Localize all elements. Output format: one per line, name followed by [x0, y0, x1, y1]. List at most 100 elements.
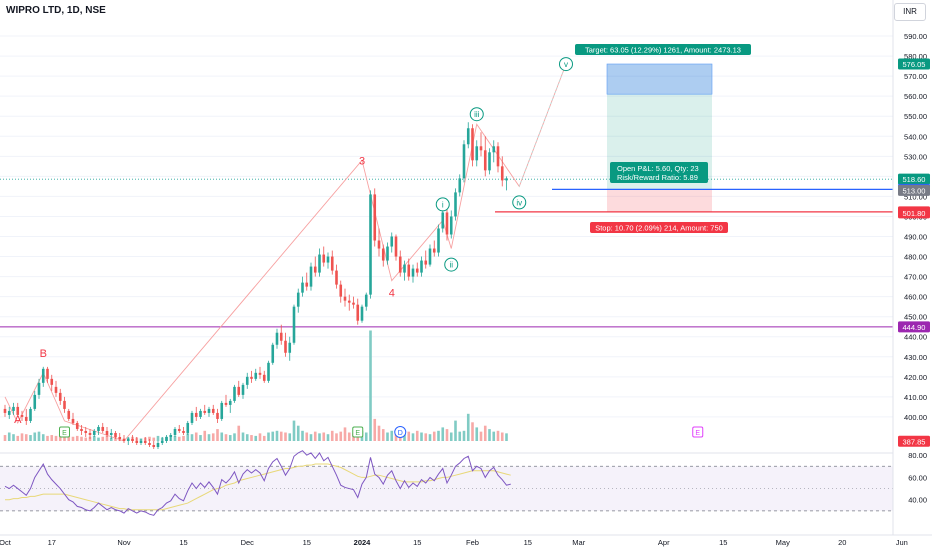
candle-body [330, 256, 334, 271]
candle [143, 436, 147, 445]
volume-bar [12, 434, 15, 441]
candle [165, 434, 168, 443]
volume-bar [29, 435, 32, 441]
candle [12, 402, 15, 415]
risk-reward-label: Risk/Reward Ratio: 5.89 [617, 173, 698, 182]
time-tick-label: Jun [896, 538, 908, 547]
candle [284, 332, 287, 357]
candle-body [394, 236, 398, 257]
volume-bar [500, 432, 504, 441]
candle-body [318, 254, 321, 273]
candle-body [224, 402, 228, 405]
volume-bar [58, 434, 62, 441]
volume-bar [97, 437, 100, 441]
candle-body [390, 236, 394, 247]
candle-body [462, 144, 466, 179]
time-tick-label: Apr [658, 538, 670, 547]
volume-bar [228, 435, 232, 441]
candle-body [313, 266, 317, 273]
volume-bar [420, 432, 423, 441]
volume-bar [373, 418, 377, 441]
candle-body [33, 394, 37, 409]
volume-bar [407, 431, 411, 441]
time-tick-label: Mar [572, 538, 585, 547]
candle-body [454, 192, 457, 217]
candle [488, 148, 491, 175]
candle-body [250, 376, 253, 379]
candle [462, 140, 466, 183]
candle [105, 426, 109, 437]
volume-bar [241, 432, 245, 441]
volume-bar [449, 432, 453, 441]
volume-bar [441, 427, 445, 441]
candle-body [449, 216, 453, 235]
candle [80, 424, 83, 435]
volume-bar [75, 435, 79, 441]
candle-body [305, 282, 309, 287]
time-tick-label: 20 [838, 538, 846, 547]
volume-bar [475, 427, 479, 441]
volume-bar [483, 425, 487, 441]
earnings-marker [352, 426, 364, 438]
candle [496, 142, 500, 173]
volume-bar [177, 436, 181, 441]
candle-body [156, 442, 160, 448]
wave-label-circle [512, 195, 527, 210]
candle [356, 298, 360, 325]
candle [428, 244, 432, 267]
candle [403, 260, 406, 281]
candle [148, 438, 151, 448]
price-tick-label: 410.00 [904, 393, 927, 402]
candle-body [182, 430, 185, 433]
volume-bar [313, 431, 317, 441]
rsi-tick-label: 40.00 [908, 496, 927, 505]
candle [373, 188, 377, 247]
wave-path [4, 63, 567, 442]
candle-body [360, 306, 364, 321]
volume-bar [505, 433, 508, 441]
candle [267, 360, 270, 383]
candle [190, 410, 194, 425]
projection-path [518, 63, 567, 187]
volume-bar [156, 435, 160, 441]
candle [24, 408, 28, 425]
candle-body [475, 146, 479, 161]
candle-body [415, 268, 419, 273]
candle [377, 228, 381, 257]
candle-body [339, 284, 343, 297]
target-highlight-box [606, 63, 713, 95]
candle [466, 122, 470, 149]
time-tick-label: Oct [0, 538, 12, 547]
candle-body [131, 438, 134, 441]
time-tick-label: May [776, 538, 790, 547]
candle [369, 190, 372, 299]
candle-body [203, 410, 207, 413]
candle-body [211, 408, 215, 413]
volume-bar [173, 435, 177, 441]
wave-label: i [442, 200, 444, 209]
wave-label: v [564, 60, 568, 69]
candle [199, 408, 202, 419]
volume-bar [67, 435, 71, 441]
wave-label: iv [516, 198, 522, 207]
volume-bar [105, 435, 109, 441]
currency-selector[interactable]: INR [894, 3, 926, 21]
volume-bar [182, 435, 185, 441]
candle [458, 174, 462, 197]
candle [92, 428, 96, 437]
candle [432, 240, 436, 257]
candle-body [80, 428, 83, 431]
price-badge: 576.05 [903, 60, 926, 69]
price-tick-label: 540.00 [904, 132, 927, 141]
candle [339, 280, 343, 303]
info-label-bg [610, 162, 708, 183]
candle-body [411, 268, 415, 277]
candle [483, 136, 487, 177]
wave-label: A [14, 414, 22, 426]
candle-body [428, 248, 432, 265]
price-axis-bg [893, 0, 932, 550]
candle [182, 426, 185, 435]
candle [454, 188, 457, 221]
volume-bar [16, 435, 20, 441]
